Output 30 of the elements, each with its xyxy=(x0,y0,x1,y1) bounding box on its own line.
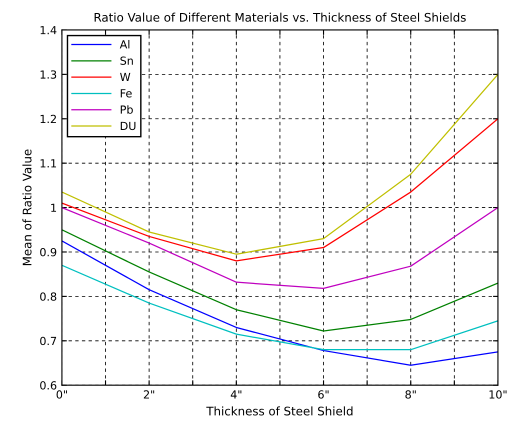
y-tick-label: 1.3 xyxy=(40,70,56,79)
x-tick-label: 2" xyxy=(144,390,154,399)
y-tick-label: 1 xyxy=(51,204,56,212)
legend-label: DU xyxy=(120,122,136,130)
y-tick-label: 1.2 xyxy=(40,114,56,123)
x-tick-label: 10" xyxy=(490,390,506,399)
y-axis-title: Mean of Ratio Value xyxy=(22,149,32,266)
y-tick-label: 0.8 xyxy=(40,292,56,301)
y-tick-label: 0.6 xyxy=(40,381,56,390)
y-tick-label: 1.4 xyxy=(40,26,56,34)
y-tick-label: 1.1 xyxy=(40,159,56,168)
x-tick-label: 4" xyxy=(230,390,242,399)
line-series xyxy=(62,118,498,262)
x-tick-label: 0" xyxy=(56,390,67,399)
legend-label: Pb xyxy=(120,105,133,114)
legend-label: Fe xyxy=(120,89,132,98)
x-tick-label: 8" xyxy=(405,390,416,399)
legend-label: W xyxy=(120,72,130,82)
chart-title: Ratio Value of Different Materials vs. Thickness of Steel Shields xyxy=(94,12,466,22)
line-series xyxy=(62,74,498,255)
line-series xyxy=(62,206,498,290)
legend-label: Al xyxy=(120,40,130,48)
x-tick-label: 6" xyxy=(318,390,329,399)
line-series xyxy=(62,240,498,366)
x-axis-title: Thickness of Steel Shield xyxy=(206,406,352,416)
line-series xyxy=(62,229,498,332)
line-series xyxy=(62,264,498,350)
legend-label: Sn xyxy=(120,56,133,65)
y-tick-label: 0.9 xyxy=(40,248,56,256)
y-tick-label: 0.7 xyxy=(40,336,56,346)
